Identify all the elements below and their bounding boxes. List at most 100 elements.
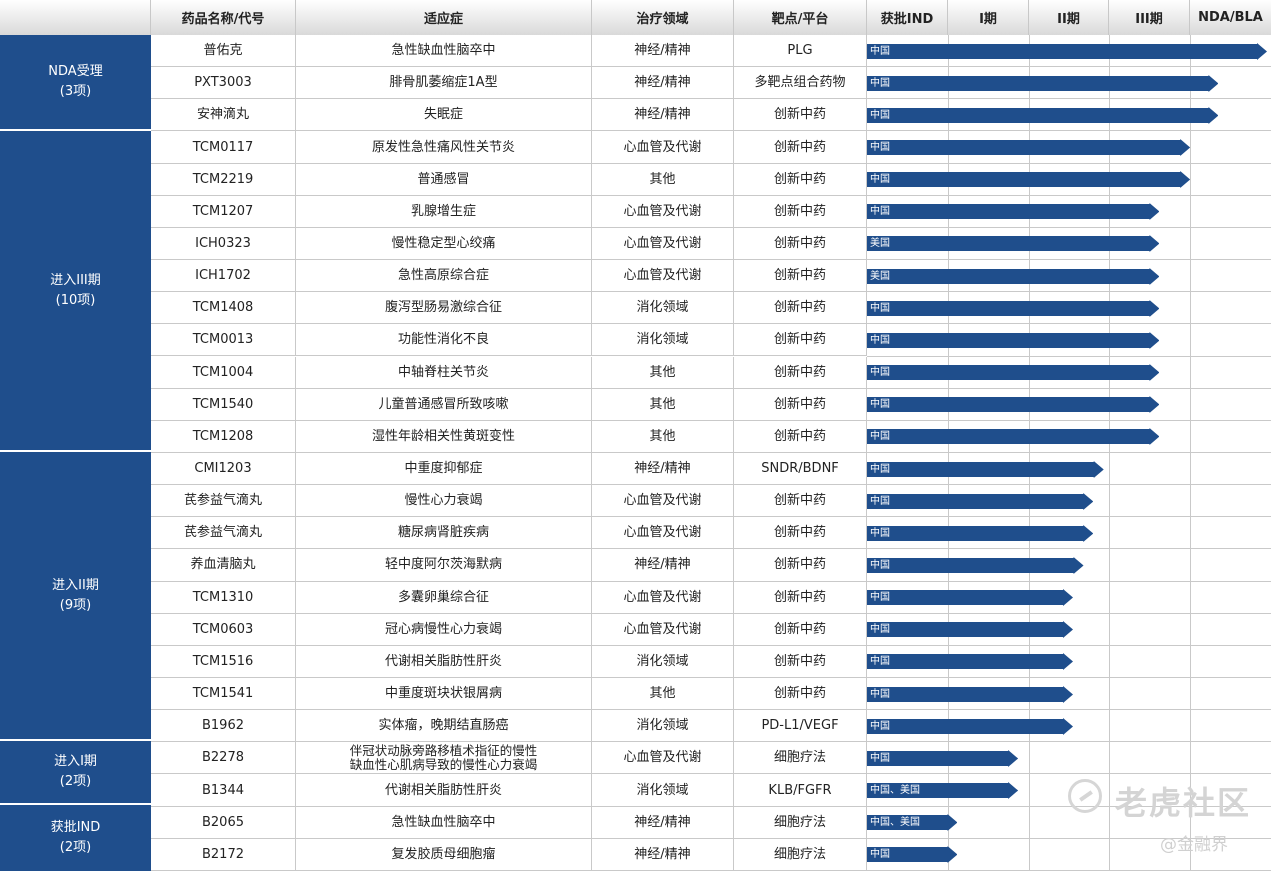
progress-arrow: 中国 — [867, 42, 1267, 60]
row-divider — [867, 773, 1271, 775]
therapy-area-cell: 神经/精神 — [592, 452, 734, 486]
progress-arrow: 美国 — [867, 235, 1160, 253]
header-phase-nda: NDA/BLA — [1190, 0, 1271, 35]
indication-cell: 冠心病慢性心力衰竭 — [296, 613, 592, 646]
drug-name-cell: TCM1004 — [151, 356, 296, 389]
indication-cell: 中重度抑郁症 — [296, 452, 592, 486]
drug-name-cell: 普佑克 — [151, 35, 296, 68]
target-platform-cell: 创新中药 — [734, 131, 867, 164]
drug-name-cell: 芪参益气滴丸 — [151, 485, 296, 518]
row-divider — [867, 869, 1271, 871]
indication-cell: 慢性心力衰竭 — [296, 485, 592, 518]
region-label: 中国 — [870, 367, 890, 379]
therapy-area-cell: 其他 — [592, 388, 734, 421]
region-label: 中国 — [870, 45, 890, 57]
therapy-area-cell: 神经/精神 — [592, 67, 734, 100]
therapy-area-cell: 消化领域 — [592, 645, 734, 678]
indication-cell: 复发胶质母细胞瘤 — [296, 838, 592, 871]
progress-arrow: 中国 — [867, 74, 1219, 92]
indication-cell: 急性高原综合症 — [296, 260, 592, 293]
stage-label: 获批IND — [50, 820, 101, 835]
drug-name-cell: 芪参益气滴丸 — [151, 517, 296, 550]
region-label: 中国 — [870, 142, 890, 154]
indication-line: 伴冠状动脉旁路移植术指征的慢性 — [349, 742, 538, 758]
drug-name-cell: TCM0603 — [151, 613, 296, 646]
header-name: 药品名称/代号 — [151, 0, 296, 35]
progress-arrow: 中国 — [867, 589, 1074, 607]
target-platform-cell: 细胞疗法 — [734, 838, 867, 871]
progress-arrow: 中国 — [867, 749, 1019, 767]
progress-arrow: 中国、美国 — [867, 782, 1019, 800]
row-divider — [867, 323, 1271, 325]
target-platform-cell: 细胞疗法 — [734, 742, 867, 775]
drug-name-cell: 安神滴丸 — [151, 99, 296, 132]
region-label: 中国 — [870, 656, 890, 668]
indication-cell: 腓骨肌萎缩症1A型 — [296, 67, 592, 100]
region-label: 中国 — [870, 334, 890, 346]
header-indication: 适应症 — [296, 0, 592, 35]
stage-count: (2项) — [59, 774, 92, 789]
phase-divider — [1190, 35, 1192, 871]
drug-name-cell: B1962 — [151, 710, 296, 743]
target-platform-cell: PLG — [734, 35, 867, 68]
stage-count: (3项) — [59, 84, 92, 99]
progress-arrow: 中国 — [867, 492, 1094, 510]
therapy-area-cell: 心血管及代谢 — [592, 195, 734, 228]
row-divider — [867, 451, 1271, 453]
row-divider — [867, 548, 1271, 550]
region-label: 中国 — [870, 624, 890, 636]
row-divider — [867, 741, 1271, 743]
row-divider — [867, 484, 1271, 486]
drug-name-cell: B1344 — [151, 774, 296, 807]
therapy-area-cell: 其他 — [592, 420, 734, 453]
stage-label: NDA受理 — [48, 64, 103, 79]
therapy-area-cell: 神经/精神 — [592, 838, 734, 871]
target-platform-cell: 创新中药 — [734, 613, 867, 646]
drug-name-cell: B2172 — [151, 838, 296, 871]
therapy-area-cell: 消化领域 — [592, 292, 734, 325]
target-platform-cell: 创新中药 — [734, 485, 867, 518]
phase-divider — [947, 35, 949, 871]
header-area: 治疗领域 — [592, 0, 734, 35]
target-platform-cell: 创新中药 — [734, 517, 867, 550]
indication-cell: 急性缺血性脑卒中 — [296, 806, 592, 839]
header-phase-3: III期 — [1109, 0, 1190, 35]
row-divider — [867, 677, 1271, 678]
stage-group-nda: NDA受理 (3项) — [0, 35, 151, 131]
indication-cell: 中重度斑块状银屑病 — [296, 678, 592, 711]
region-label: 中国 — [870, 720, 890, 732]
progress-arrow: 中国 — [867, 460, 1104, 478]
stage-count: (2项) — [59, 840, 92, 855]
target-platform-cell: 创新中药 — [734, 581, 867, 614]
row-divider — [867, 355, 1271, 357]
drug-name-cell: CMI1203 — [151, 452, 296, 486]
therapy-area-cell: 其他 — [592, 356, 734, 389]
drug-name-cell: TCM2219 — [151, 163, 296, 196]
indication-cell: 代谢相关脂肪性肝炎 — [296, 645, 592, 678]
therapy-area-cell: 神经/精神 — [592, 35, 734, 68]
drug-name-cell: TCM1516 — [151, 645, 296, 678]
drug-name-cell: TCM1408 — [151, 292, 296, 325]
drug-name-cell: TCM0013 — [151, 324, 296, 357]
target-platform-cell: SNDR/BDNF — [734, 452, 867, 486]
therapy-area-cell: 心血管及代谢 — [592, 742, 734, 775]
target-platform-cell: 创新中药 — [734, 260, 867, 293]
target-platform-cell: 创新中药 — [734, 420, 867, 453]
region-label: 中国 — [870, 688, 890, 700]
region-label: 中国 — [870, 109, 890, 121]
therapy-area-cell: 心血管及代谢 — [592, 517, 734, 550]
row-divider — [867, 226, 1271, 228]
progress-arrow: 中国 — [867, 621, 1074, 639]
therapy-area-cell: 心血管及代谢 — [592, 131, 734, 164]
therapy-area-cell: 心血管及代谢 — [592, 581, 734, 614]
indication-cell: 轻中度阿尔茨海默病 — [296, 549, 592, 582]
watermark-text: 老虎社区 — [1115, 784, 1252, 822]
drug-name-cell: B2065 — [151, 806, 296, 839]
target-platform-cell: 创新中药 — [734, 227, 867, 261]
indication-cell: 功能性消化不良 — [296, 324, 592, 357]
region-label: 中国 — [870, 752, 890, 764]
drug-name-cell: TCM1310 — [151, 581, 296, 614]
target-platform-cell: 创新中药 — [734, 678, 867, 711]
phase-divider — [1028, 35, 1030, 871]
target-platform-cell: 多靶点组合药物 — [734, 67, 867, 100]
